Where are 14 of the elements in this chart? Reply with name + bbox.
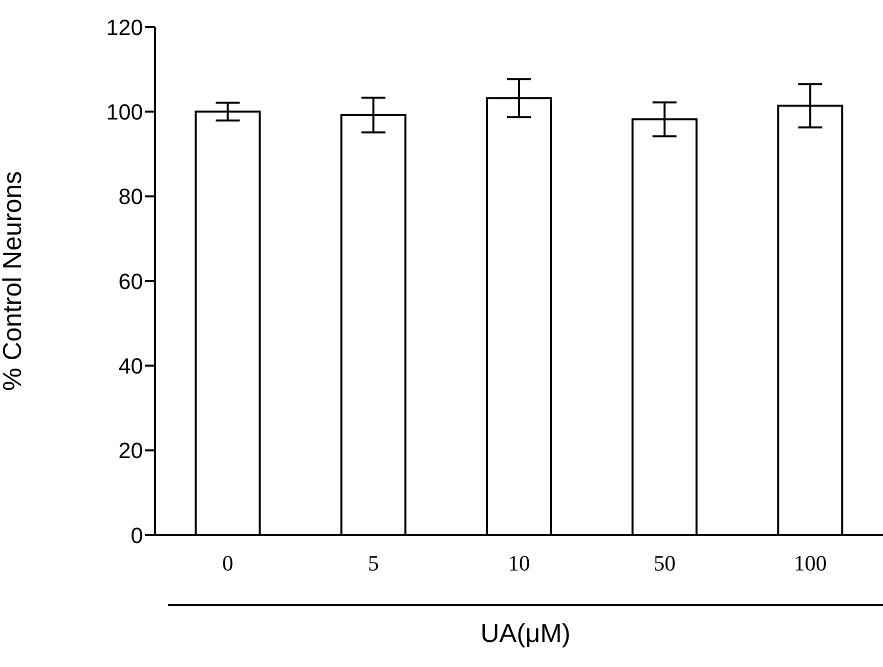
- y-tick-label: 100: [106, 99, 143, 124]
- y-tick-label: 80: [118, 184, 143, 210]
- y-tick-label: 120: [106, 14, 143, 40]
- x-tick-label: 100: [794, 550, 827, 576]
- x-axis-title: UA(μM): [479, 618, 572, 649]
- x-tick-label: 50: [654, 550, 676, 576]
- y-tick-label: 0: [130, 522, 143, 548]
- x-tick-label: 5: [368, 550, 379, 576]
- x-tick-label: 10: [508, 550, 530, 576]
- y-tick-label: 20: [118, 438, 143, 464]
- y-tick-label: 40: [118, 353, 143, 378]
- x-tick-label: 0: [222, 550, 234, 576]
- y-axis-title: % Control Neurons: [0, 171, 28, 391]
- y-tick-label: 60: [118, 268, 143, 294]
